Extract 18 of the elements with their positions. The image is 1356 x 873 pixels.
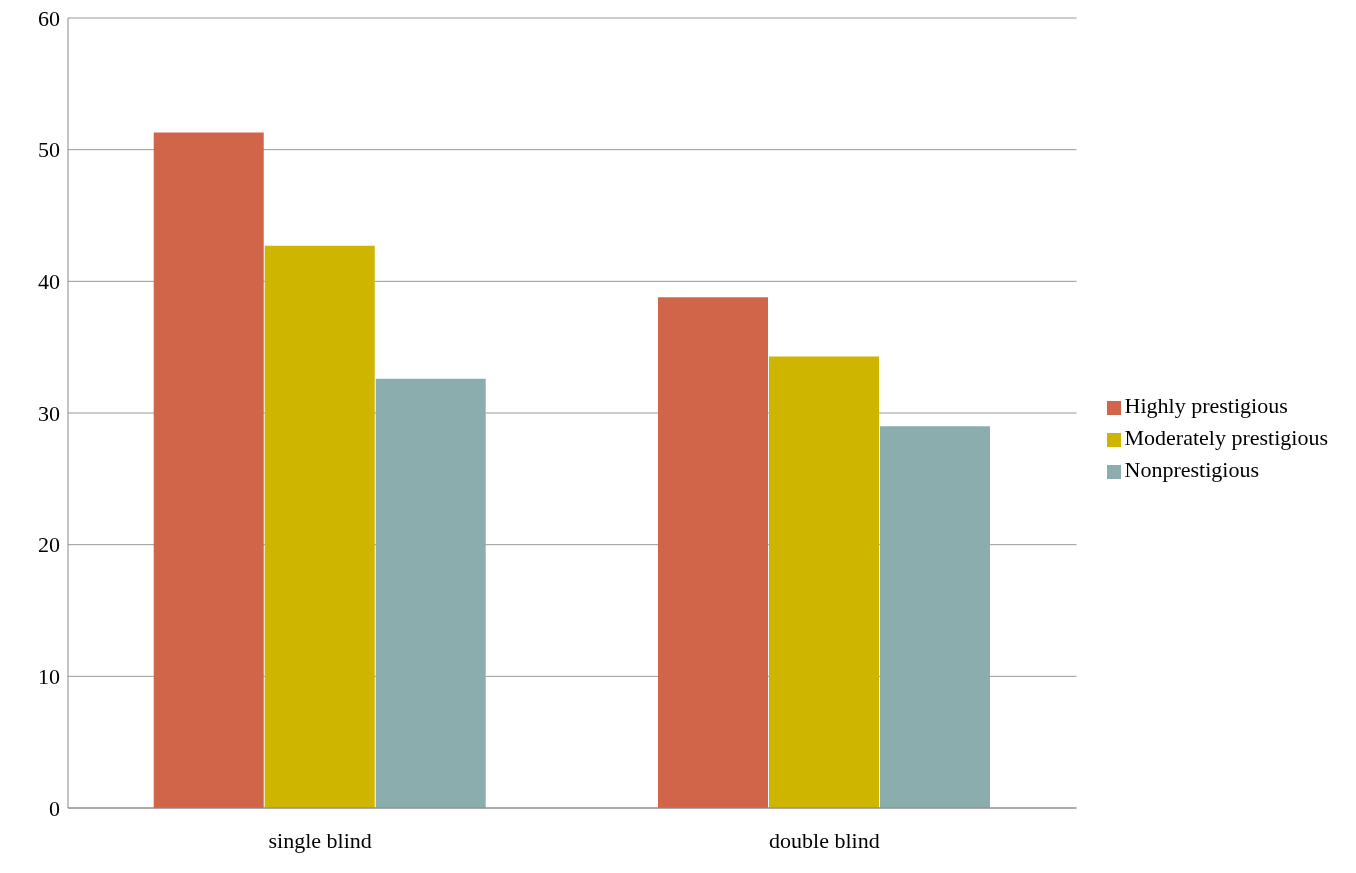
bar bbox=[768, 356, 879, 808]
bar bbox=[657, 297, 768, 808]
x-tick-label: double blind bbox=[769, 827, 880, 853]
y-tick-label: 20 bbox=[38, 532, 60, 558]
y-tick-label: 60 bbox=[38, 5, 60, 31]
legend-label: Highly prestigious bbox=[1124, 393, 1288, 418]
legend-label: Moderately prestigious bbox=[1124, 425, 1328, 450]
y-tick-label: 30 bbox=[38, 400, 60, 426]
bar bbox=[879, 426, 990, 808]
legend-label: Nonprestigious bbox=[1124, 457, 1259, 482]
y-tick-label: 0 bbox=[49, 795, 60, 821]
bar bbox=[264, 245, 375, 808]
x-tick-label: single blind bbox=[268, 827, 372, 853]
bar bbox=[375, 378, 486, 808]
y-tick-label: 50 bbox=[38, 137, 60, 163]
bar bbox=[153, 132, 264, 808]
y-tick-label: 10 bbox=[38, 664, 60, 690]
y-tick-label: 40 bbox=[38, 269, 60, 295]
